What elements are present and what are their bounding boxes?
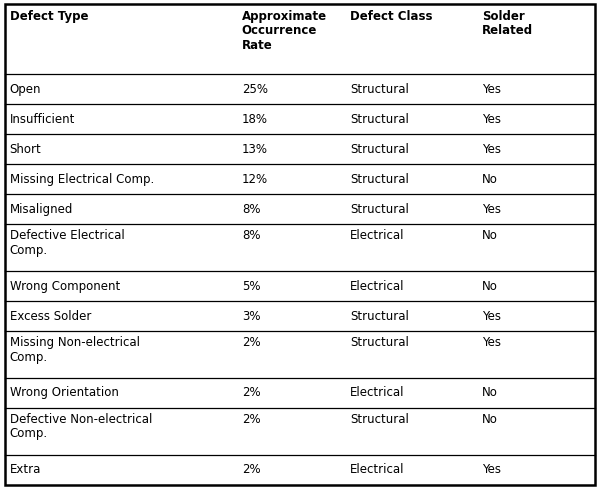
Text: Defect Class: Defect Class [350, 10, 432, 23]
Text: Electrical: Electrical [350, 279, 404, 293]
Text: Structural: Structural [350, 143, 409, 156]
Text: Yes: Yes [482, 203, 501, 216]
Text: Defective Non-electrical
Comp.: Defective Non-electrical Comp. [10, 413, 152, 440]
Text: 2%: 2% [242, 386, 260, 399]
Text: Structural: Structural [350, 310, 409, 323]
Text: Missing Non-electrical
Comp.: Missing Non-electrical Comp. [10, 336, 140, 364]
Text: Open: Open [10, 83, 41, 95]
Text: No: No [482, 279, 497, 293]
Text: Structural: Structural [350, 113, 409, 126]
Text: Yes: Yes [482, 113, 501, 126]
Text: Misaligned: Misaligned [10, 203, 73, 216]
Text: 8%: 8% [242, 203, 260, 216]
Text: Defect Type: Defect Type [10, 10, 88, 23]
Text: Extra: Extra [10, 463, 41, 476]
Text: Yes: Yes [482, 336, 501, 349]
Text: Structural: Structural [350, 203, 409, 216]
Text: 2%: 2% [242, 413, 260, 426]
Text: Solder
Related: Solder Related [482, 10, 533, 37]
Text: Structural: Structural [350, 173, 409, 186]
Text: Missing Electrical Comp.: Missing Electrical Comp. [10, 173, 154, 186]
Text: Approximate
Occurrence
Rate: Approximate Occurrence Rate [242, 10, 327, 52]
Text: No: No [482, 229, 497, 242]
Text: Wrong Orientation: Wrong Orientation [10, 386, 118, 399]
Text: Yes: Yes [482, 310, 501, 323]
Text: 2%: 2% [242, 463, 260, 476]
Text: 5%: 5% [242, 279, 260, 293]
Text: 13%: 13% [242, 143, 268, 156]
Text: Structural: Structural [350, 336, 409, 349]
Text: Defective Electrical
Comp.: Defective Electrical Comp. [10, 229, 124, 257]
Text: 3%: 3% [242, 310, 260, 323]
Text: Short: Short [10, 143, 41, 156]
Text: 25%: 25% [242, 83, 268, 95]
Text: No: No [482, 413, 497, 426]
Text: Wrong Component: Wrong Component [10, 279, 120, 293]
Text: Structural: Structural [350, 83, 409, 95]
Text: Excess Solder: Excess Solder [10, 310, 91, 323]
Text: 18%: 18% [242, 113, 268, 126]
Text: 12%: 12% [242, 173, 268, 186]
Text: No: No [482, 173, 497, 186]
Text: Insufficient: Insufficient [10, 113, 75, 126]
Text: Yes: Yes [482, 463, 501, 476]
Text: Yes: Yes [482, 83, 501, 95]
Text: Electrical: Electrical [350, 463, 404, 476]
Text: 8%: 8% [242, 229, 260, 242]
Text: Electrical: Electrical [350, 229, 404, 242]
Text: Electrical: Electrical [350, 386, 404, 399]
Text: Yes: Yes [482, 143, 501, 156]
Text: No: No [482, 386, 497, 399]
Text: 2%: 2% [242, 336, 260, 349]
Text: Structural: Structural [350, 413, 409, 426]
